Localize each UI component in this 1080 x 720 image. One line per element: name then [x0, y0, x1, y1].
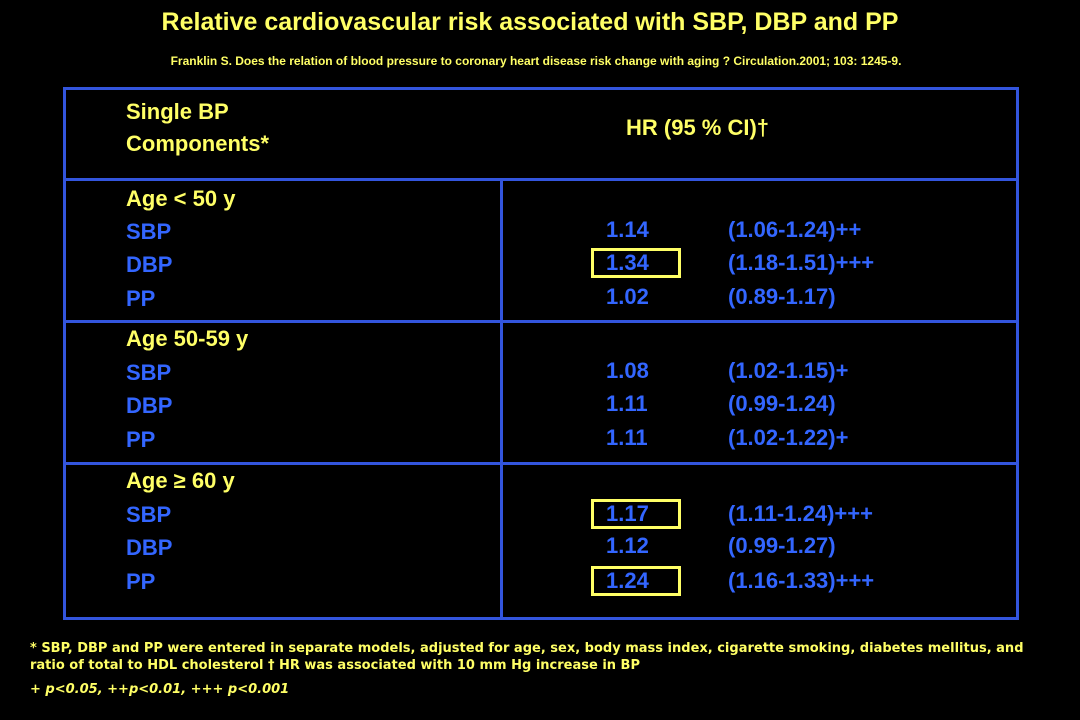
hr-value-highlighted: 1.34: [591, 248, 681, 278]
component-label: DBP: [126, 393, 173, 418]
column-divider: [500, 178, 503, 617]
ci-value: (1.02-1.15)+: [728, 358, 849, 383]
age-group-label: Age ≥ 60 y: [126, 468, 235, 493]
group-divider: [66, 320, 1016, 323]
component-label: PP: [126, 286, 156, 311]
header-hr-ci: HR (95 % CI)†: [626, 115, 770, 140]
header-component-line2: Components*: [126, 131, 269, 156]
header-component-line1: Single BP: [126, 99, 229, 124]
hr-value-highlighted: 1.17: [591, 499, 681, 529]
age-group-label: Age 50-59 y: [126, 326, 249, 351]
ci-value: (1.18-1.51)+++: [728, 250, 875, 275]
ci-value: (1.16-1.33)+++: [728, 568, 875, 593]
component-label: PP: [126, 569, 156, 594]
hazard-ratio-table: Single BP Components* HR (95 % CI)† Age …: [63, 87, 1019, 620]
hr-value: 1.08: [606, 358, 649, 383]
slide-title: Relative cardiovascular risk associated …: [161, 8, 899, 36]
citation: Franklin S. Does the relation of blood p…: [170, 54, 902, 68]
component-label: PP: [126, 427, 156, 452]
component-label: DBP: [126, 252, 173, 277]
hr-value: 1.11: [606, 425, 648, 450]
component-label: SBP: [126, 360, 172, 385]
hr-value: 1.14: [606, 217, 649, 242]
ci-value: (0.99-1.27): [728, 533, 836, 558]
hr-value: 1.11: [606, 391, 648, 416]
ci-value: (1.11-1.24)+++: [728, 501, 873, 526]
hr-value: 1.02: [606, 284, 649, 309]
ci-value: (1.02-1.22)+: [728, 425, 849, 450]
component-label: SBP: [126, 219, 172, 244]
group-divider: [66, 462, 1016, 465]
ci-value: (1.06-1.24)++: [728, 217, 862, 242]
hr-value: 1.12: [606, 533, 649, 558]
age-group-label: Age < 50 y: [126, 186, 236, 211]
component-label: SBP: [126, 502, 172, 527]
ci-value: (0.89-1.17): [728, 284, 836, 309]
hr-value-highlighted: 1.24: [591, 566, 681, 596]
footnote: * SBP, DBP and PP were entered in separa…: [30, 641, 1024, 673]
header-divider: [66, 178, 1016, 181]
ci-value: (0.99-1.24): [728, 391, 836, 416]
significance-legend: + p<0.05, ++p<0.01, +++ p<0.001: [30, 682, 290, 697]
component-label: DBP: [126, 535, 173, 560]
